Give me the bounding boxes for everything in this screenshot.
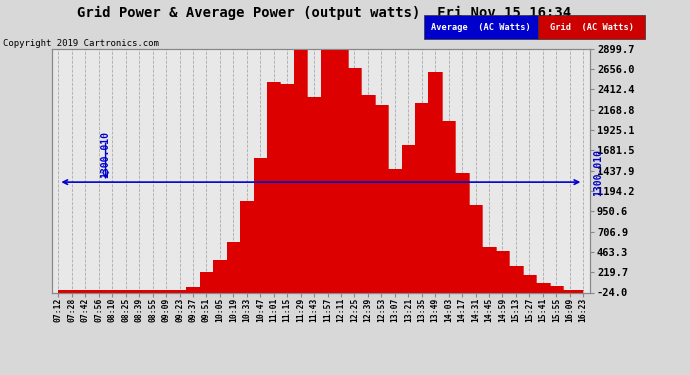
Text: Copyright 2019 Cartronics.com: Copyright 2019 Cartronics.com	[3, 39, 159, 48]
Text: Grid Power & Average Power (output watts)  Fri Nov 15 16:34: Grid Power & Average Power (output watts…	[77, 6, 571, 20]
Text: 1300.010: 1300.010	[593, 149, 603, 196]
Text: 1300.010: 1300.010	[101, 131, 110, 178]
Text: Grid  (AC Watts): Grid (AC Watts)	[550, 22, 633, 32]
Text: Average  (AC Watts): Average (AC Watts)	[431, 22, 531, 32]
